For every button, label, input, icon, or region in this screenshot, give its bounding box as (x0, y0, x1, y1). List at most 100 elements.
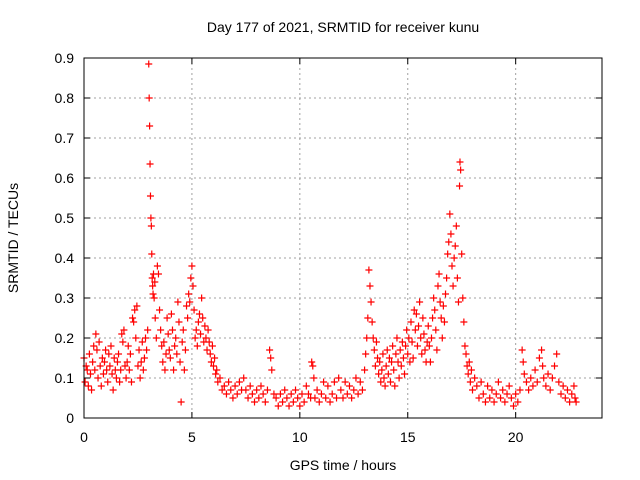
data-point (408, 338, 416, 346)
data-point (358, 386, 366, 394)
data-point (449, 282, 457, 290)
data-point (263, 386, 271, 394)
data-point (99, 370, 107, 378)
data-point (148, 250, 156, 258)
data-point (446, 210, 454, 218)
data-point (218, 386, 226, 394)
data-point (371, 362, 379, 370)
data-point (195, 310, 203, 318)
data-point (337, 386, 345, 394)
data-point (112, 374, 120, 382)
data-point (142, 334, 150, 342)
data-point (91, 366, 99, 374)
data-point (522, 378, 530, 386)
data-point (398, 338, 406, 346)
data-point (458, 250, 466, 258)
points-layer (80, 60, 580, 410)
axis-layer: 0 0.1 0.2 0.3 0.4 0.5 0.6 0.7 0.8 0.9 0 5 10 15 20 (55, 50, 603, 445)
data-point (362, 350, 370, 358)
data-point (570, 382, 578, 390)
data-point (191, 334, 199, 342)
data-point (425, 342, 433, 350)
data-point (403, 326, 411, 334)
data-point (494, 378, 502, 386)
data-point (322, 394, 330, 402)
data-point (159, 358, 167, 366)
data-point (88, 386, 96, 394)
data-point (189, 282, 197, 290)
data-point (456, 158, 464, 166)
data-point (453, 274, 461, 282)
grid-layer (84, 58, 602, 418)
data-point (385, 354, 393, 362)
data-point (486, 394, 494, 402)
data-point (292, 386, 300, 394)
data-point (394, 358, 402, 366)
data-point (148, 274, 156, 282)
data-point (170, 366, 178, 374)
data-point (443, 274, 451, 282)
y-axis-title: SRMTID / TECUs (5, 183, 21, 293)
data-point (119, 338, 127, 346)
data-point (427, 334, 435, 342)
data-point (378, 366, 386, 374)
data-point (220, 382, 228, 390)
data-point (167, 310, 175, 318)
data-point (407, 318, 415, 326)
data-point (248, 390, 256, 398)
data-point (503, 390, 511, 398)
data-point (109, 386, 117, 394)
data-point (165, 346, 173, 354)
data-point (475, 394, 483, 402)
data-point (300, 398, 308, 406)
data-point (497, 394, 505, 402)
data-point (456, 182, 464, 190)
data-point (452, 222, 460, 230)
data-point (197, 330, 205, 338)
data-point (330, 378, 338, 386)
data-point (259, 390, 267, 398)
data-point (285, 402, 293, 410)
data-point (255, 394, 263, 402)
data-point (186, 298, 194, 306)
x-tick-label: 10 (292, 429, 308, 445)
data-point (152, 334, 160, 342)
data-point (354, 390, 362, 398)
data-point (335, 374, 343, 382)
data-point (206, 350, 214, 358)
data-point (134, 362, 142, 370)
data-point (298, 390, 306, 398)
data-point (447, 230, 455, 238)
data-point (231, 382, 239, 390)
y-tick-label: 0.1 (55, 370, 75, 386)
data-point (121, 362, 129, 370)
data-point (242, 386, 250, 394)
data-point (294, 394, 302, 402)
data-point (415, 322, 423, 330)
data-point (404, 350, 412, 358)
data-point (216, 374, 224, 382)
y-tick-label: 0.4 (55, 250, 75, 266)
data-point (84, 382, 92, 390)
data-point (268, 366, 276, 374)
data-point (177, 398, 185, 406)
y-tick-label: 0.3 (55, 290, 75, 306)
data-point (471, 374, 479, 382)
data-point (457, 166, 465, 174)
data-point (412, 310, 420, 318)
data-point (120, 326, 128, 334)
data-point (296, 402, 304, 410)
data-point (328, 390, 336, 398)
data-point (451, 242, 459, 250)
y-tick-label: 0.9 (55, 50, 75, 66)
data-point (158, 342, 166, 350)
data-point (127, 378, 135, 386)
data-point (150, 294, 158, 302)
data-point (270, 390, 278, 398)
data-point (466, 378, 474, 386)
data-point (571, 394, 579, 402)
data-point (566, 398, 574, 406)
data-point (157, 326, 165, 334)
data-point (132, 334, 140, 342)
data-point (110, 354, 118, 362)
